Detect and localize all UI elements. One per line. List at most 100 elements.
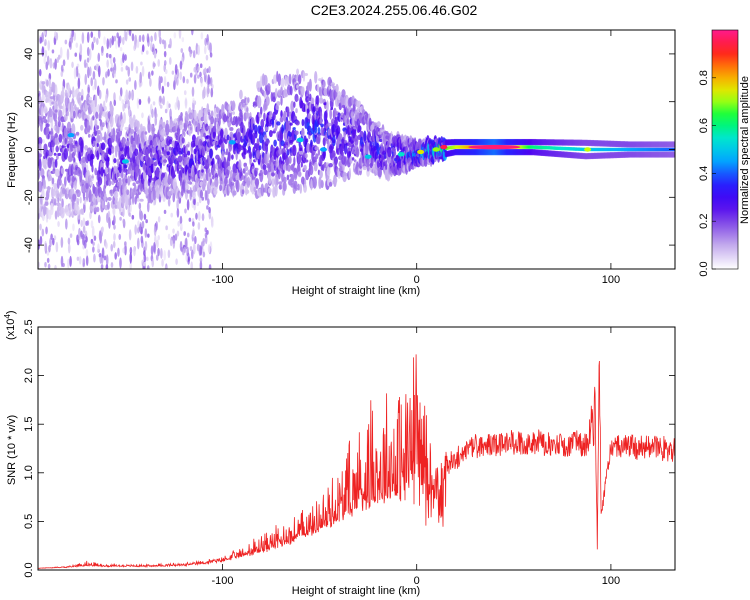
spectrogram-cell — [66, 110, 70, 117]
spectrogram-speckle — [183, 90, 187, 96]
spectrogram-cell — [279, 116, 284, 123]
spectrogram-speckle — [154, 115, 158, 126]
spectrogram-cell — [255, 178, 259, 190]
spectrogram-speckle — [150, 41, 153, 52]
spectrogram-speckle — [147, 95, 151, 105]
spectrogram-speckle — [91, 41, 94, 51]
spectrogram-speckle — [82, 225, 86, 234]
spectrogram-speckle — [91, 225, 95, 238]
spectrogram-cell — [296, 84, 299, 89]
spectrogram-speckle — [133, 44, 136, 52]
spectrogram-speckle — [67, 243, 71, 254]
spectrogram-cell — [263, 74, 268, 86]
spectrogram-speckle — [102, 77, 105, 86]
spectrogram-speckle — [89, 66, 92, 77]
spectrogram-cell — [42, 188, 45, 201]
spectrogram-speckle — [80, 230, 83, 238]
spectrogram-speckle — [194, 236, 197, 245]
spectrogram-cell — [178, 147, 182, 153]
spectrogram-cell — [263, 134, 268, 141]
spectrogram-speckle — [77, 77, 81, 90]
spectrogram-cell — [322, 137, 326, 147]
spectrogram-cell — [203, 108, 208, 115]
spectrogram-speckle — [90, 220, 94, 229]
spectrogram-cell — [73, 157, 76, 163]
spectrogram-speckle — [175, 258, 178, 265]
spectrogram-cell — [91, 175, 94, 179]
spectrogram-cell — [54, 84, 58, 98]
spectrogram-speckle — [138, 202, 142, 210]
spectrogram-cell — [293, 101, 296, 108]
spectrogram-speckle — [103, 36, 106, 45]
spectrogram-hotspot — [432, 147, 440, 152]
spectrogram-cell — [45, 123, 50, 128]
spectrogram-speckle — [56, 155, 59, 160]
spectrogram-cell — [71, 123, 76, 136]
spectrogram-speckle — [199, 63, 203, 69]
spectrogram-speckle — [143, 253, 147, 263]
spectrogram-cell — [127, 175, 131, 186]
spectrogram-speckle — [160, 248, 163, 259]
spectrogram-speckle — [134, 224, 137, 235]
spectrogram-cell — [166, 151, 171, 156]
spectrogram-cell — [289, 85, 293, 96]
spectrogram-cell — [145, 188, 149, 197]
spectrogram-speckle — [81, 32, 85, 44]
spectrogram-speckle — [163, 40, 167, 50]
spectrogram-cell — [265, 139, 270, 144]
spectrogram-speckle — [54, 58, 57, 70]
spectrogram-cell — [316, 83, 320, 93]
spectrogram-cell — [50, 127, 54, 141]
spectrogram-speckle — [113, 215, 116, 225]
spectrogram-cell — [177, 155, 183, 163]
spectrogram-cell — [80, 140, 84, 153]
spectrogram-speckle — [60, 70, 64, 77]
spectrogram-cell — [301, 118, 305, 127]
colorbar-tick-label: 0.0 — [698, 261, 710, 276]
spectrogram-speckle — [132, 114, 136, 122]
spectrogram-cell — [309, 164, 314, 176]
spectrogram-cell — [113, 191, 119, 199]
spectrogram-cell — [120, 118, 125, 128]
spectrogram-cell — [116, 172, 120, 178]
spectrogram-cell — [109, 189, 114, 194]
spectrogram-cell — [47, 174, 52, 182]
spectrogram-speckle — [134, 34, 138, 45]
spectrogram-cell — [202, 173, 207, 180]
spectrogram-speckle — [38, 69, 42, 77]
spectrogram-speckle — [187, 256, 191, 262]
spectrogram-cell — [189, 126, 192, 131]
spectrogram-speckle — [183, 231, 186, 236]
spectrogram-cell — [423, 157, 428, 167]
spectrogram-cell — [400, 133, 404, 144]
spectrogram-speckle — [105, 93, 108, 103]
spectrogram-speckle — [115, 79, 118, 84]
spectrogram-speckle — [128, 90, 131, 100]
spectrogram-speckle — [136, 97, 140, 110]
spectrogram-speckle — [83, 59, 87, 69]
spectrogram-hotspot — [440, 144, 448, 150]
spectrogram-speckle — [54, 210, 58, 220]
spectrogram-cell — [260, 183, 265, 197]
spectrogram-speckle — [207, 244, 211, 254]
spectrogram-cell — [218, 116, 221, 127]
spectrogram-speckle — [119, 216, 122, 221]
spectrogram-speckle — [97, 65, 101, 78]
spectrogram-speckle — [71, 61, 74, 68]
spectrogram-cell — [317, 126, 321, 135]
spectrogram-speckle — [164, 69, 168, 75]
spectrogram-speckle — [141, 44, 145, 53]
spectrogram-speckle — [113, 92, 116, 102]
spectrogram-cell — [166, 144, 171, 153]
spectrogram-cell — [38, 153, 42, 158]
spectrogram-cell — [262, 164, 267, 171]
spectrogram-speckle — [110, 244, 114, 252]
spectrogram-speckle — [148, 114, 152, 120]
spectrogram-speckle — [41, 46, 45, 57]
spectrogram-speckle — [51, 186, 54, 199]
spectrogram-cell — [160, 128, 166, 137]
spectrogram-cell — [210, 116, 215, 125]
spectrogram-cell — [194, 121, 198, 126]
spectrogram-cell — [314, 146, 320, 151]
spectrogram-speckle — [192, 97, 195, 104]
